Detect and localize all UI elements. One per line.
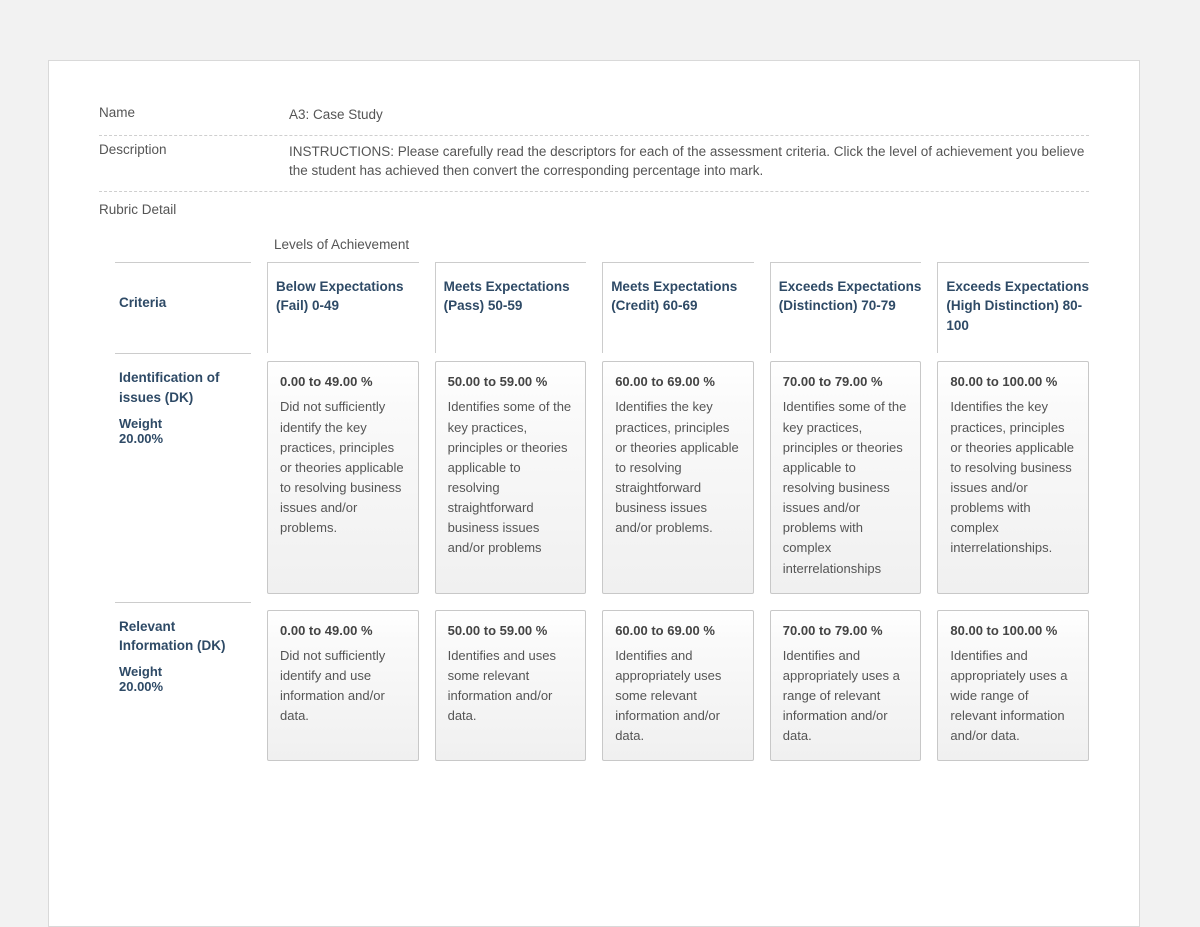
header-level-0: Below Expectations (Fail) 0-49 — [267, 262, 419, 354]
criterion-weight-1: 20.00% — [119, 679, 247, 694]
levels-caption: Levels of Achievement — [274, 223, 1089, 262]
criterion-1-level-4[interactable]: 80.00 to 100.00 % Identifies and appropr… — [937, 610, 1089, 762]
descriptor: Identifies and appropriately uses a wide… — [950, 646, 1078, 747]
outer-frame: Name A3: Case Study Description INSTRUCT… — [0, 0, 1200, 927]
criterion-0-level-1[interactable]: 50.00 to 59.00 % Identifies some of the … — [435, 361, 587, 593]
criterion-0-level-3[interactable]: 70.00 to 79.00 % Identifies some of the … — [770, 361, 922, 593]
meta-row-description: Description INSTRUCTIONS: Please careful… — [99, 136, 1089, 192]
descriptor: Identifies some of the key practices, pr… — [448, 397, 576, 558]
descriptor: Identifies the key practices, principles… — [615, 397, 743, 538]
criterion-0-level-4[interactable]: 80.00 to 100.00 % Identifies the key pra… — [937, 361, 1089, 593]
descriptor: Identifies and appropriately uses some r… — [615, 646, 743, 747]
range: 60.00 to 69.00 % — [615, 374, 743, 389]
descriptor: Did not sufficiently identify the key pr… — [280, 397, 408, 538]
criterion-1-level-0[interactable]: 0.00 to 49.00 % Did not sufficiently ide… — [267, 610, 419, 762]
header-criteria: Criteria — [115, 262, 251, 354]
rubric-page: Name A3: Case Study Description INSTRUCT… — [48, 60, 1140, 927]
rubric-detail-label: Rubric Detail — [99, 192, 1089, 223]
criterion-title-1: Relevant Information (DK) — [119, 617, 247, 656]
criterion-1-level-1[interactable]: 50.00 to 59.00 % Identifies and uses som… — [435, 610, 587, 762]
criterion-title-0: Identification of issues (DK) — [119, 368, 247, 407]
range: 50.00 to 59.00 % — [448, 623, 576, 638]
header-level-2: Meets Expectations (Credit) 60-69 — [602, 262, 754, 354]
criterion-0-level-2[interactable]: 60.00 to 69.00 % Identifies the key prac… — [602, 361, 754, 593]
range: 80.00 to 100.00 % — [950, 623, 1078, 638]
descriptor: Did not sufficiently identify and use in… — [280, 646, 408, 727]
criterion-info-0: Identification of issues (DK) Weight 20.… — [115, 353, 251, 601]
range: 0.00 to 49.00 % — [280, 623, 408, 638]
header-level-3: Exceeds Expectations (Distinction) 70-79 — [770, 262, 922, 354]
name-value: A3: Case Study — [289, 105, 1089, 125]
criterion-1-level-3[interactable]: 70.00 to 79.00 % Identifies and appropri… — [770, 610, 922, 762]
criterion-info-1: Relevant Information (DK) Weight 20.00% — [115, 602, 251, 770]
header-level-4: Exceeds Expectations (High Distinction) … — [937, 262, 1089, 354]
descriptor: Identifies the key practices, principles… — [950, 397, 1078, 558]
descriptor: Identifies some of the key practices, pr… — [783, 397, 911, 578]
rubric-grid: Criteria Below Expectations (Fail) 0-49 … — [99, 262, 1089, 770]
range: 50.00 to 59.00 % — [448, 374, 576, 389]
range: 70.00 to 79.00 % — [783, 623, 911, 638]
range: 70.00 to 79.00 % — [783, 374, 911, 389]
descriptor: Identifies and uses some relevant inform… — [448, 646, 576, 727]
criterion-weight-label-0: Weight — [119, 416, 247, 431]
header-level-1: Meets Expectations (Pass) 50-59 — [435, 262, 587, 354]
descriptor: Identifies and appropriately uses a rang… — [783, 646, 911, 747]
description-label: Description — [99, 142, 289, 181]
range: 60.00 to 69.00 % — [615, 623, 743, 638]
range: 0.00 to 49.00 % — [280, 374, 408, 389]
meta-row-name: Name A3: Case Study — [99, 99, 1089, 136]
criterion-weight-label-1: Weight — [119, 664, 247, 679]
name-label: Name — [99, 105, 289, 125]
criterion-0-level-0[interactable]: 0.00 to 49.00 % Did not sufficiently ide… — [267, 361, 419, 593]
criterion-1-level-2[interactable]: 60.00 to 69.00 % Identifies and appropri… — [602, 610, 754, 762]
criterion-weight-0: 20.00% — [119, 431, 247, 446]
range: 80.00 to 100.00 % — [950, 374, 1078, 389]
description-value: INSTRUCTIONS: Please carefully read the … — [289, 142, 1089, 181]
